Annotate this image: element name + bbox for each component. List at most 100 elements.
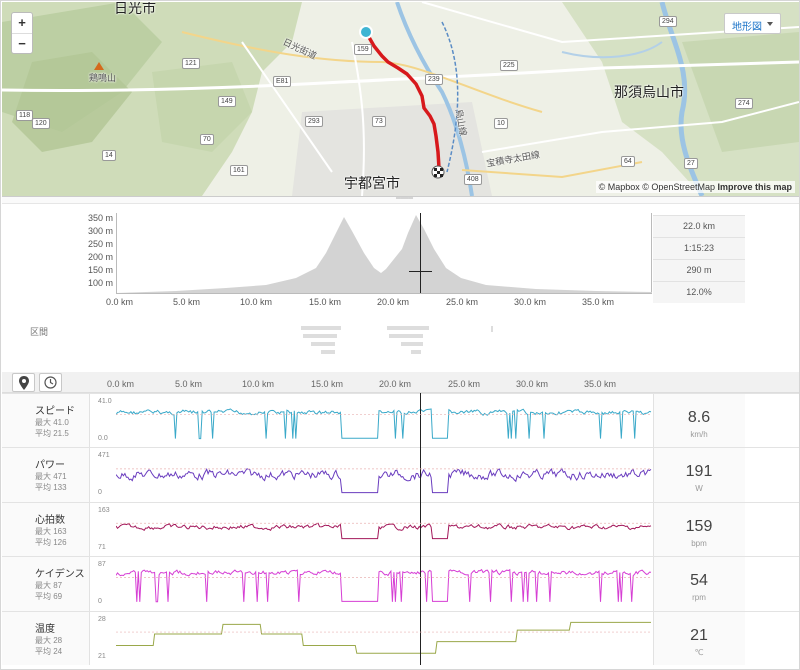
stream-x-tick: 10.0 km [242,379,275,389]
route-map[interactable]: 日光市 宇都宮市 那須烏山市 鶏鳴山 159 121 239 149 293 7… [2,2,799,196]
road-shield: 159 [354,44,372,55]
stream-trace [116,408,652,440]
grip-icon: ════ [396,196,414,202]
stream-max: 最大 471 [35,472,67,482]
elev-x-tick: 30.0 km [514,297,547,307]
road-shield: 64 [621,156,635,167]
stream-x-tick: 35.0 km [584,379,617,389]
stream-row [2,393,799,447]
road-shield: 294 [659,16,677,27]
zoom-out-button[interactable]: − [12,33,32,53]
elev-y-tick: 350 m [87,213,113,223]
stream-current-value: 191 [685,463,713,481]
stream-axis-top: 41.0 [98,398,112,405]
elevation-profile [116,213,652,294]
mountain-label: 鶏鳴山 [89,73,117,83]
road-shield: 408 [464,174,482,185]
streams-toolbar [2,372,799,393]
attribution-text: © Mapbox © OpenStreetMap [598,182,718,192]
stream-row [2,447,799,501]
elev-y-tick: 200 m [87,252,113,262]
stream-current-value: 21 [690,626,708,644]
elev-y-tick: 150 m [87,265,113,275]
stream-avg: 平均 24 [35,646,63,656]
zoom-control: + − [11,12,33,54]
road-shield: 70 [200,134,214,145]
start-marker [359,25,373,39]
stream-name: スピード [35,406,75,417]
stream-name: パワー [35,460,65,472]
stream-max: 最大 41.0 [35,418,69,427]
stat-distance: 22.0 km [653,215,745,237]
elev-x-tick: 5.0 km [173,297,201,307]
segment-bars[interactable] [291,323,511,363]
stream-unit: ℃ [694,647,704,657]
time-toggle-button[interactable] [39,373,62,392]
stream-x-tick: 20.0 km [379,379,412,389]
road-shield: 118 [16,110,34,121]
stream-x-tick: 0.0 km [107,379,135,389]
stream-axis-bottom: 71 [98,543,106,551]
stream-x-tick: 15.0 km [311,379,344,389]
stream-unit: bpm [691,538,707,548]
finish-marker [431,165,445,179]
road-shield: 274 [735,98,753,109]
elev-y-tick: 300 m [87,226,113,236]
stream-x-tick: 30.0 km [516,379,549,389]
stream-labels-column [2,393,90,665]
stream-trace [116,621,651,654]
road-shield: 10 [494,118,508,129]
stream-avg: 平均 126 [35,537,67,547]
map-resize-handle[interactable]: ════ [2,196,799,204]
stream-current-value: 54 [690,572,708,590]
stream-x-tick: 25.0 km [448,379,481,389]
map-type-dropdown[interactable]: 地形図 [724,13,781,34]
stream-max: 最大 28 [35,635,63,645]
stream-axis-top: 87 [98,561,106,569]
stream-name: 温度 [35,623,55,635]
elev-x-tick: 20.0 km [377,297,410,307]
stat-time: 1:15:23 [653,237,745,259]
elev-x-tick: 10.0 km [240,297,273,307]
road-shield: 14 [102,150,116,161]
stream-trace [116,522,652,540]
stream-charts[interactable] [116,393,653,665]
road-shield: 27 [684,158,698,169]
stat-elevation: 290 m [653,259,745,281]
map-pin-icon [18,376,29,390]
stream-axis-top: 28 [98,615,106,623]
stream-values-column [653,393,745,665]
stream-unit: km/h [690,430,708,439]
stream-axis-bottom: 21 [98,652,106,660]
map-attribution: © Mapbox © OpenStreetMap Improve this ma… [595,181,795,193]
elev-x-tick: 35.0 km [582,297,615,307]
road-shield: 293 [305,116,323,127]
clock-icon [44,376,57,389]
road-shield: 239 [425,74,443,85]
mountain-icon [94,62,104,70]
stream-max: 最大 163 [35,526,67,536]
stream-avg: 平均 69 [35,592,63,602]
map-type-label: 地形図 [732,22,762,33]
road-shield: 149 [218,96,236,107]
stream-row [2,556,799,610]
improve-map-link[interactable]: Improve this map [717,182,792,192]
elev-x-tick: 0.0 km [106,297,134,307]
stream-axis-top: 163 [98,506,110,514]
stream-name: ケイデンス [35,569,85,581]
stream-current-value: 8.6 [687,409,711,426]
stream-trace [116,568,652,603]
stream-axis-bottom: 0.0 [98,435,108,442]
stream-x-tick: 5.0 km [175,379,203,389]
zoom-in-button[interactable]: + [18,15,26,30]
route-line [364,31,441,169]
road-shield: 161 [230,165,248,176]
city-label-nikko: 日光市 [114,2,156,16]
location-pin-button[interactable] [12,373,35,392]
segments-label: 区間 [30,327,49,337]
stream-name: 心拍数 [35,514,65,526]
road-shield: 120 [32,118,50,129]
elev-y-tick: 100 m [87,278,113,288]
city-label-nasukarasuyama: 那須烏山市 [614,84,684,100]
